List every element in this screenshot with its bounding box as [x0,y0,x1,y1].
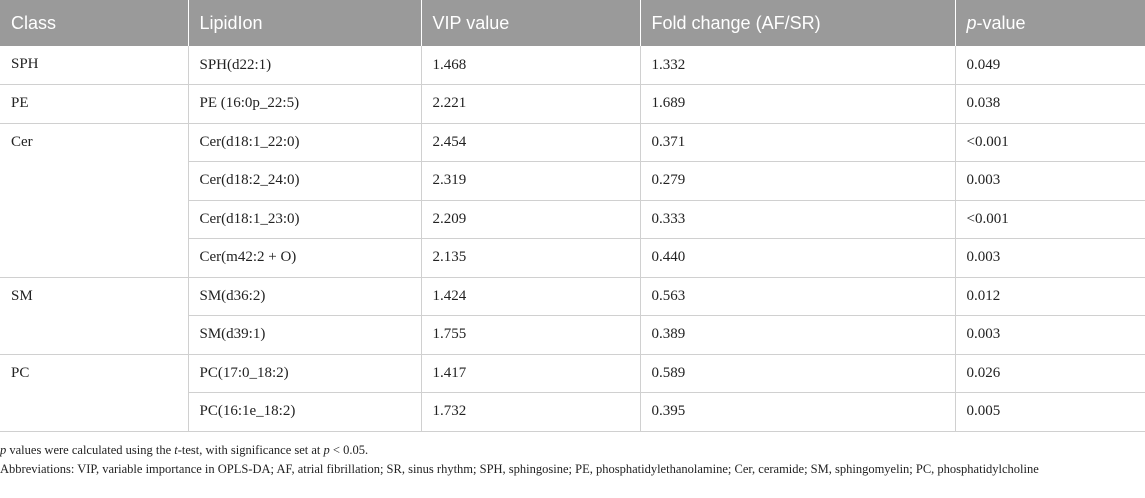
cell-fold-change: 0.589 [639,353,956,393]
cell-vip-value: 1.417 [420,353,641,393]
cell-class: Cer [0,122,189,278]
cell-p-value: 0.003 [954,238,1145,278]
footnote-p: p [0,442,7,457]
cell-vip-value: 1.424 [420,276,641,316]
cell-fold-change: 0.389 [639,315,956,355]
cell-p-value: 0.049 [954,46,1145,85]
header-row: Class LipidIon VIP value Fold change (AF… [0,0,1145,46]
cell-lipidion: Cer(d18:1_22:0) [187,122,422,162]
cell-p-value: 0.038 [954,84,1145,124]
table-row: Cer(m42:2 + O) 2.135 0.440 0.003 [0,238,1145,278]
table-body: SPH SPH(d22:1) 1.468 1.332 0.049 PE PE (16:0p_… [0,46,1145,432]
cell-lipidion: Cer(m42:2 + O) [188,238,422,278]
cell-p-value: 0.003 [954,161,1145,201]
cell-lipidion: SM(d39:1) [188,315,422,355]
cell-lipidion: PC(16:1e_18:2) [188,392,422,432]
cell-vip-value: 2.221 [420,84,641,124]
cell-p-value: 0.003 [954,315,1145,355]
cell-vip-value: 1.755 [420,315,641,355]
header-fold-change: Fold change (AF/SR) [639,0,955,46]
footnote-text-b: -test, with significance set at [177,442,324,457]
table-footnotes: p values were calculated using the t-tes… [0,432,1145,478]
cell-fold-change: 0.440 [639,238,956,278]
footnote-text-a: values were calculated using the [6,442,175,457]
cell-vip-value: 2.135 [420,238,641,278]
cell-lipidion: Cer(d18:1_23:0) [188,199,422,239]
cell-lipidion: SM(d36:2) [187,276,422,316]
cell-fold-change: 0.371 [639,122,956,162]
table-row: SM SM(d36:2) 1.424 0.563 0.012 [0,276,1145,355]
footnote-t: t [174,442,178,457]
header-p-value: p-value [954,0,1145,46]
table-row: PE PE (16:0p_22:5) 2.221 1.689 0.038 [0,84,1145,124]
cell-vip-value: 2.319 [420,161,641,201]
cell-vip-value: 1.468 [420,46,641,85]
cell-fold-change: 0.395 [639,392,956,432]
cell-vip-value: 2.209 [420,199,641,239]
cell-fold-change: 0.279 [639,161,956,201]
header-lipidion: LipidIon [187,0,421,46]
table-row: SPH SPH(d22:1) 1.468 1.332 0.049 [0,46,1145,85]
cell-p-value: 0.012 [954,276,1145,316]
table-row: Cer Cer(d18:1_22:0) 2.454 0.371 <0.001 [0,122,1145,278]
footnote-text-c: < 0.05. [329,442,369,457]
footnote-pvalue: p values were calculated using the t-tes… [0,442,1145,459]
cell-fold-change: 1.332 [639,46,956,85]
cell-fold-change: 1.689 [639,84,956,124]
footnote-abbreviations: Abbreviations: VIP, variable importance … [0,461,1039,476]
cell-lipidion: SPH(d22:1) [187,46,422,85]
cell-lipidion: Cer(d18:2_24:0) [188,161,422,201]
cell-fold-change: 0.333 [639,199,956,239]
table-row: PC PC(17:0_18:2) 1.417 0.589 0.026 [0,353,1145,432]
table-row: PC(16:1e_18:2) 1.732 0.395 0.005 [0,392,1145,432]
cell-lipidion: PC(17:0_18:2) [187,353,422,393]
cell-p-value: 0.005 [954,392,1145,432]
cell-class: PC [0,353,189,432]
cell-vip-value: 1.732 [420,392,641,432]
cell-p-value: <0.001 [954,199,1145,239]
header-class: Class [0,0,188,46]
cell-vip-value: 2.454 [420,122,641,162]
header-p-italic: p [966,12,977,33]
cell-lipidion: PE (16:0p_22:5) [187,84,422,124]
cell-p-value: 0.026 [954,353,1145,393]
footnote-p2: p [323,442,330,457]
cell-fold-change: 0.563 [639,276,956,316]
cell-class: SPH [0,46,189,85]
lipid-table: Class LipidIon VIP value Fold change (AF… [0,0,1145,432]
cell-p-value: <0.001 [954,122,1145,162]
cell-class: SM [0,276,189,355]
cell-class: PE [0,84,189,124]
table-container: Class LipidIon VIP value Fold change (AF… [0,0,1145,478]
header-vip-value: VIP value [420,0,640,46]
header-p-suffix: -value [976,12,1026,33]
